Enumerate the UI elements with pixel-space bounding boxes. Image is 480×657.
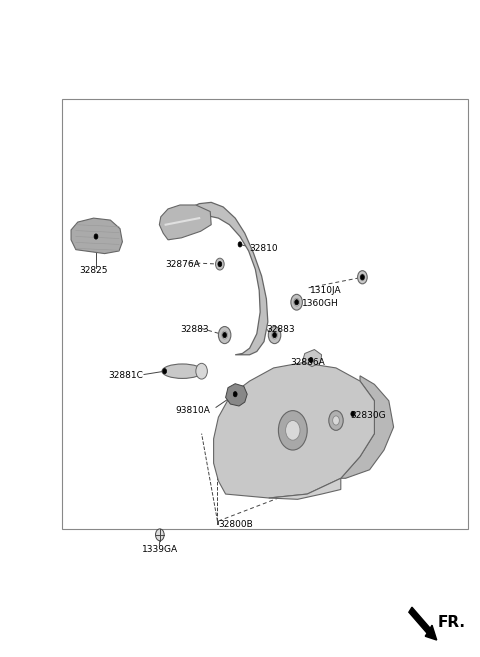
Circle shape [294,298,300,306]
Text: 32876A: 32876A [166,260,200,269]
Circle shape [286,420,300,440]
Text: 1360GH: 1360GH [302,299,339,308]
Circle shape [329,411,343,430]
Text: FR.: FR. [438,616,466,630]
Circle shape [268,327,281,344]
Polygon shape [341,376,394,478]
Text: 1310JA: 1310JA [310,286,341,295]
Polygon shape [226,384,247,406]
Circle shape [291,294,302,310]
Circle shape [358,271,367,284]
Circle shape [196,363,207,379]
Circle shape [216,258,224,270]
Circle shape [218,261,222,267]
Polygon shape [71,218,122,254]
Text: 1339GA: 1339GA [142,545,178,555]
Text: 32800B: 32800B [218,520,253,529]
Circle shape [222,331,228,339]
Text: 32825: 32825 [79,266,108,275]
Circle shape [360,274,365,281]
Circle shape [278,411,307,450]
Circle shape [360,275,364,280]
Circle shape [351,411,355,417]
Circle shape [233,392,237,397]
Text: 32881C: 32881C [108,371,143,380]
Circle shape [238,242,242,247]
Circle shape [309,357,313,363]
Text: 93810A: 93810A [175,406,210,415]
Circle shape [333,416,339,425]
Ellipse shape [162,364,203,378]
Polygon shape [214,363,374,498]
Circle shape [295,300,299,305]
Circle shape [223,332,227,338]
Polygon shape [169,202,268,355]
Bar [62,99,468,529]
Polygon shape [302,350,322,367]
Polygon shape [269,478,341,499]
FancyArrow shape [409,607,437,640]
Circle shape [218,327,231,344]
Circle shape [273,332,276,338]
Circle shape [272,331,277,339]
Circle shape [163,369,167,374]
Text: 32883: 32883 [266,325,295,334]
Circle shape [94,234,98,239]
Text: 32830G: 32830G [350,411,386,420]
Polygon shape [159,205,211,240]
Text: 32883: 32883 [180,325,209,334]
Text: 32886A: 32886A [290,358,325,367]
Text: 32810: 32810 [250,244,278,253]
Circle shape [156,529,164,541]
